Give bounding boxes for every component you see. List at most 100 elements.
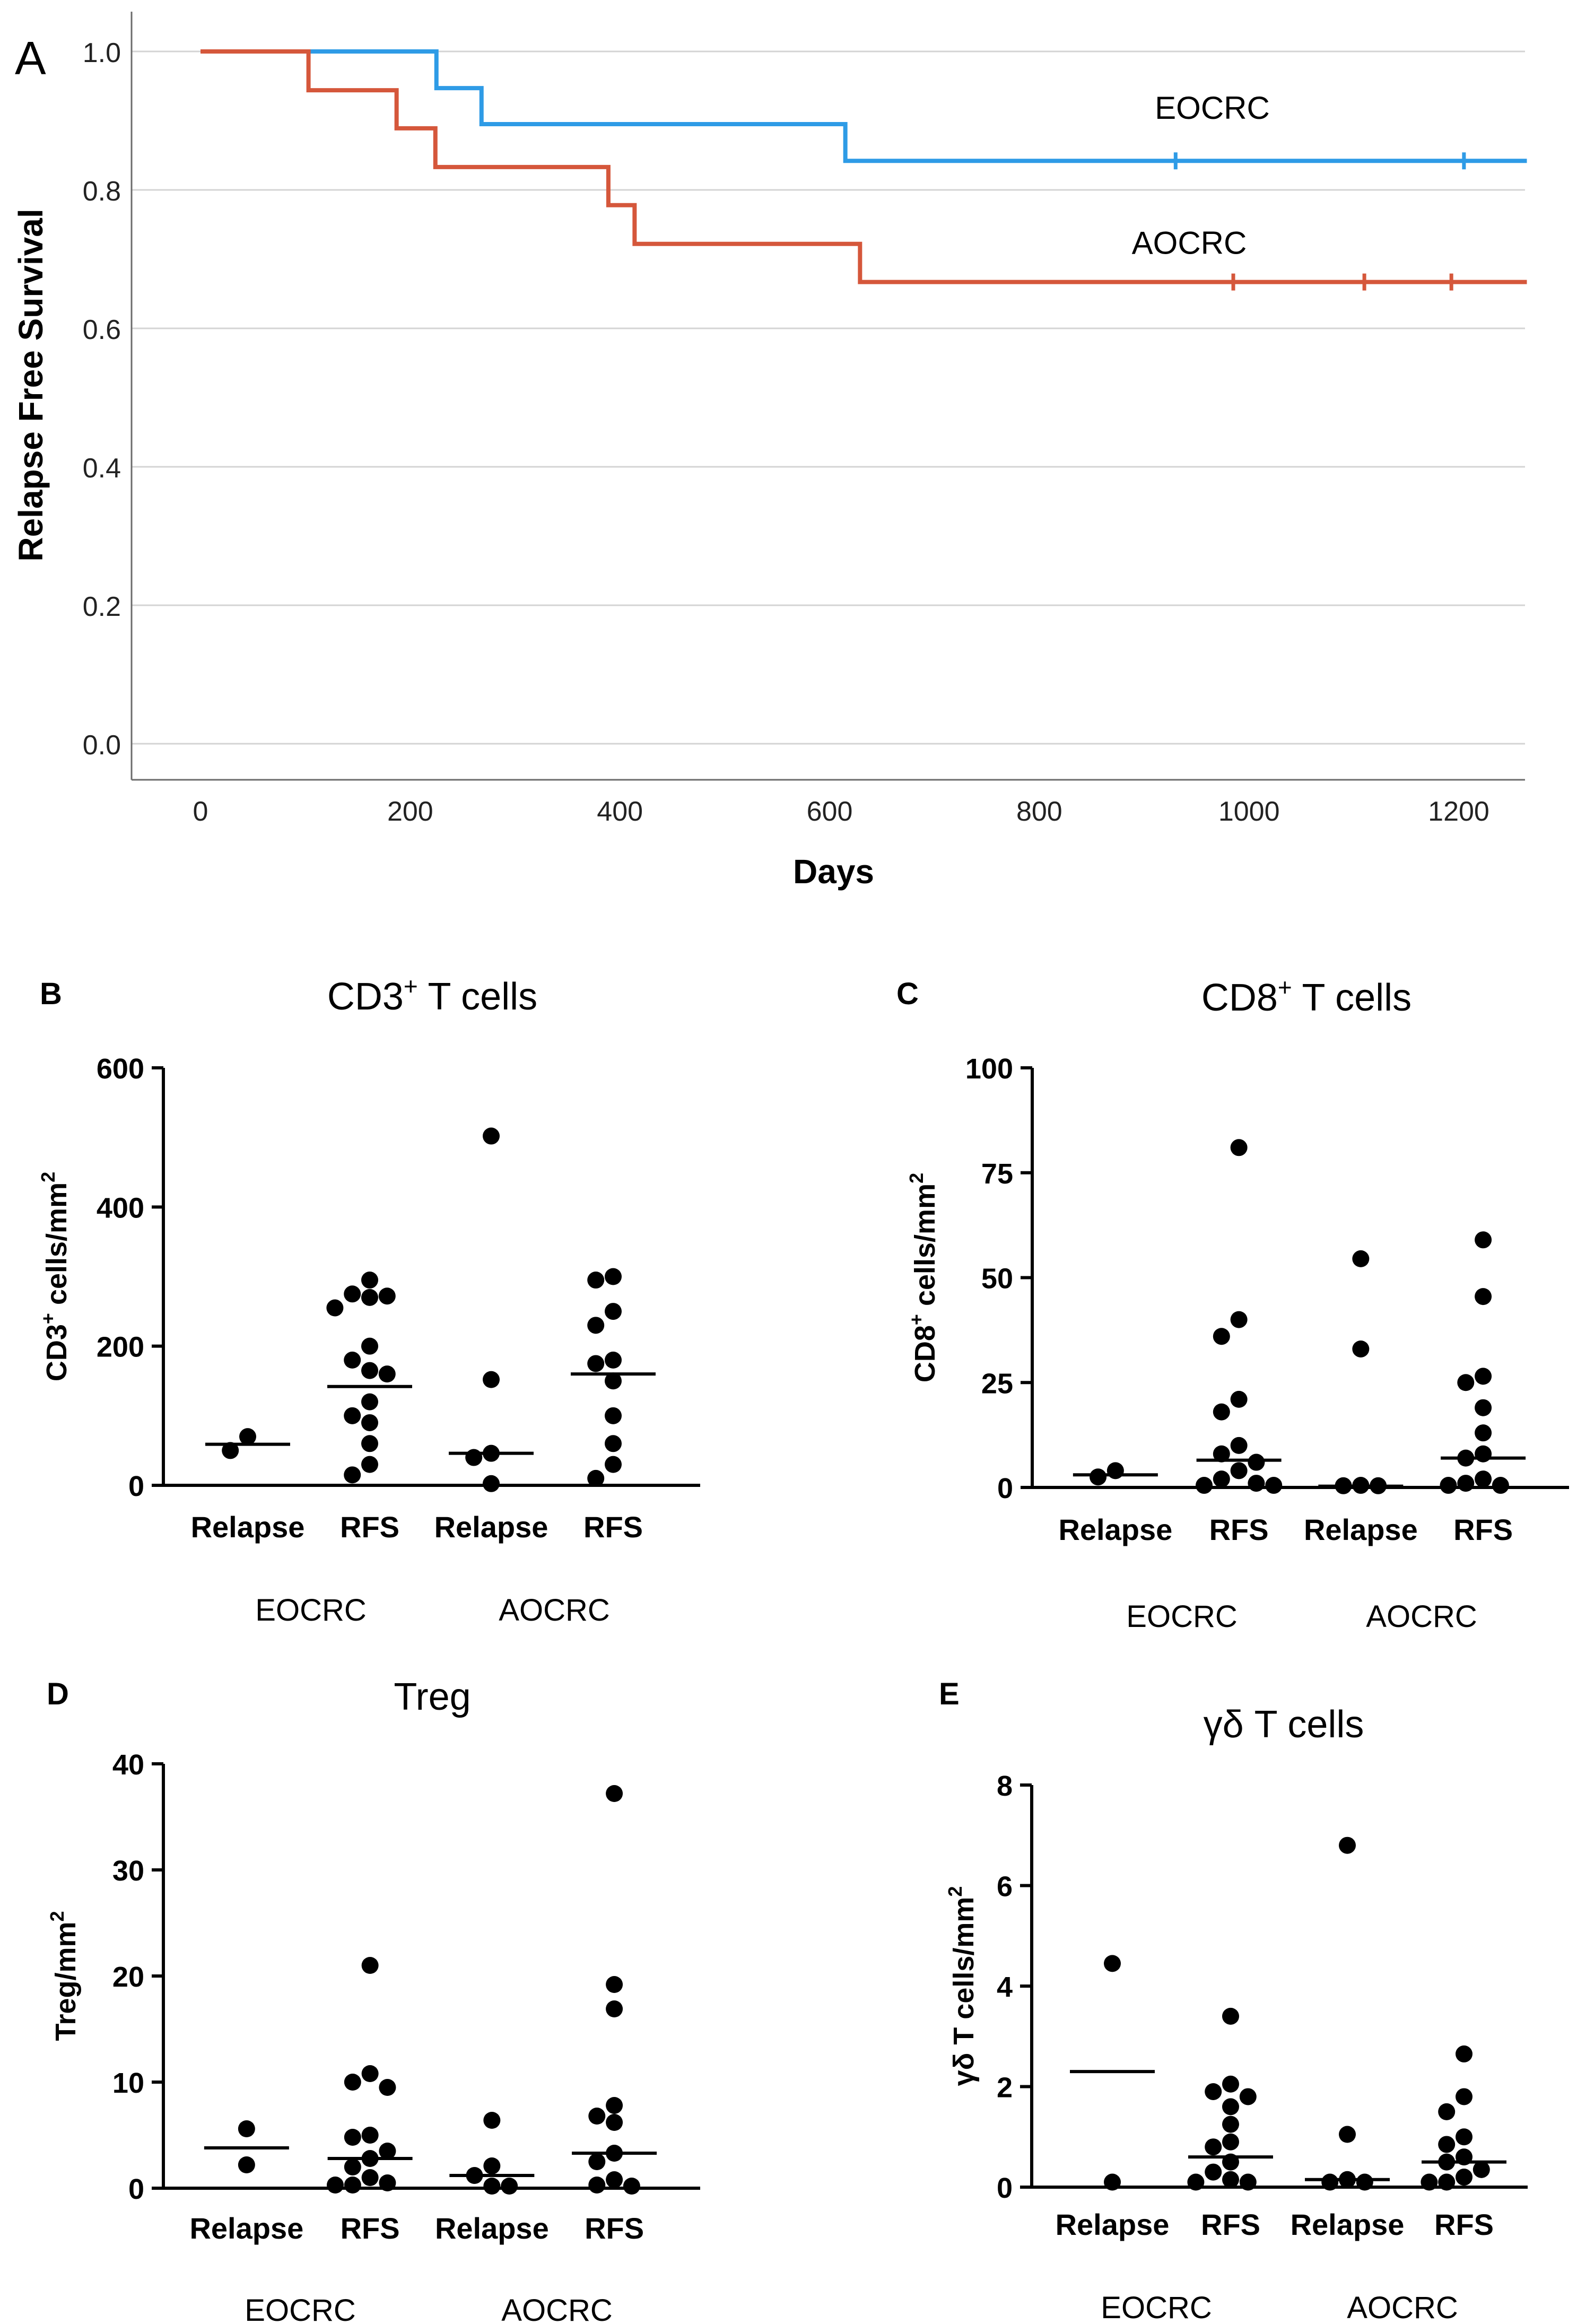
y-tick-label: 0	[128, 2173, 144, 2205]
y-tick-label: 25	[981, 1368, 1013, 1399]
data-point	[1230, 1437, 1248, 1454]
y-axis-title: CD3+ cells/mm2	[37, 1172, 73, 1381]
data-point	[344, 2177, 361, 2194]
data-point	[587, 1469, 605, 1487]
group-label: EOCRC	[255, 1593, 366, 1627]
data-point	[1456, 2128, 1473, 2146]
x-tick-label: 0	[193, 796, 208, 827]
data-point	[222, 1442, 239, 1459]
panel-d: D Treg 0 10 20 30 40 Treg/mm2 Relapse RFS Relapse R…	[46, 1676, 700, 2324]
category-label: Relapse	[1056, 2208, 1170, 2241]
panel-e: Eγδ T cells 0 2 4 6 8 γδ T cells/mm2 Relapse RFS…	[939, 1677, 1528, 2324]
group-label: AOCRC	[1347, 2291, 1458, 2324]
category-label: Relapse	[191, 1510, 305, 1544]
data-point	[1456, 2045, 1473, 2062]
category-label: Relapse	[434, 1510, 548, 1544]
y-tick-label: 0	[128, 1470, 144, 1502]
y-tick-label: 4	[997, 1971, 1013, 2003]
panel-title: γδ T cells	[1204, 1703, 1364, 1746]
data-point	[483, 2112, 501, 2129]
data-point	[606, 2114, 623, 2131]
data-point	[483, 1475, 500, 1492]
x-tick-label: 200	[387, 796, 433, 827]
data-point	[239, 1428, 256, 1446]
group-label: EOCRC	[1101, 2291, 1212, 2324]
category-label: Relapse	[435, 2212, 549, 2245]
data-point	[501, 2178, 518, 2195]
panel-d-letter: D	[47, 1677, 69, 1711]
x-tick-label: 1000	[1218, 796, 1280, 827]
data-point	[327, 2177, 344, 2194]
data-point	[1205, 2138, 1222, 2156]
data-point	[361, 2169, 379, 2186]
x-axis-title: Days	[793, 852, 874, 891]
category-label: RFS	[1201, 2208, 1260, 2241]
data-point	[1222, 2116, 1239, 2133]
y-tick-label: 1.0	[83, 38, 121, 68]
data-point	[1090, 1468, 1107, 1486]
data-point	[588, 2177, 606, 2194]
data-point	[361, 2065, 379, 2082]
data-point	[623, 2178, 640, 2195]
data-point	[1475, 1399, 1492, 1416]
data-point	[1475, 1288, 1492, 1305]
y-axis-title: γδ T cells/mm2	[944, 1886, 980, 2086]
y-tick-label: 6	[997, 1871, 1013, 1903]
series-label-eocrc: EOCRC	[1155, 90, 1270, 126]
panel-b: B CD3+ T cells 0 200 400 600 CD3+ cells/mm2 Rel…	[37, 972, 700, 1627]
category-label: RFS	[1209, 1513, 1269, 1546]
data-point	[605, 1268, 622, 1285]
data-point	[378, 1287, 396, 1305]
y-tick-label: 20	[112, 1961, 144, 1993]
data-point	[588, 2108, 606, 2125]
y-tick-label: 0.4	[83, 453, 121, 484]
data-point	[1475, 1445, 1492, 1463]
y-tick-label: 0.8	[83, 176, 121, 207]
y-tick-label: 600	[97, 1053, 144, 1085]
data-point	[361, 1456, 378, 1473]
data-point	[1438, 2136, 1456, 2153]
data-point	[1475, 1424, 1492, 1442]
data-point	[344, 1466, 361, 1484]
y-tick-label: 200	[97, 1331, 144, 1363]
data-point	[238, 2120, 255, 2137]
data-point	[1352, 1250, 1370, 1267]
data-point	[378, 1365, 396, 1383]
data-point	[1213, 1328, 1230, 1345]
y-tick-label: 0.2	[83, 591, 121, 622]
category-label: Relapse	[1058, 1513, 1172, 1546]
data-point	[1104, 2173, 1121, 2191]
data-point	[1196, 1477, 1213, 1494]
category-label: RFS	[340, 1510, 399, 1544]
data-point	[605, 1435, 622, 1452]
y-tick-label: 40	[112, 1749, 144, 1781]
category-label: Relapse	[1291, 2208, 1405, 2241]
data-point	[1205, 2163, 1222, 2181]
data-point	[1205, 2083, 1222, 2100]
data-point	[605, 1456, 622, 1473]
data-point	[1356, 2173, 1373, 2191]
data-point	[1222, 2007, 1239, 2025]
y-tick-label: 0.0	[83, 730, 121, 761]
data-point	[1339, 2126, 1356, 2143]
x-tick-label: 400	[597, 796, 643, 827]
data-point	[344, 1285, 361, 1303]
data-point	[344, 2074, 361, 2091]
data-point	[1457, 1374, 1475, 1391]
y-tick-label: 50	[981, 1263, 1013, 1295]
data-point	[1475, 1231, 1492, 1249]
data-point	[379, 2079, 396, 2096]
panel-c: C CD8+ T cells 0 25 50 75 100 CD8+ cells/mm2 Rel…	[896, 973, 1569, 1634]
category-label: RFS	[583, 1510, 643, 1544]
panel-e-letter: E	[939, 1677, 960, 1711]
data-point	[465, 1449, 483, 1466]
data-point	[1104, 1955, 1121, 1972]
panel-c-letter: C	[896, 977, 919, 1011]
data-point	[1438, 2173, 1456, 2191]
y-axis-title: Relapse Free Survival	[12, 208, 50, 561]
group-label: EOCRC	[1126, 1599, 1237, 1634]
data-point	[344, 1351, 361, 1369]
data-point	[606, 1976, 623, 1993]
data-point	[344, 2129, 361, 2146]
data-point	[483, 2178, 501, 2195]
